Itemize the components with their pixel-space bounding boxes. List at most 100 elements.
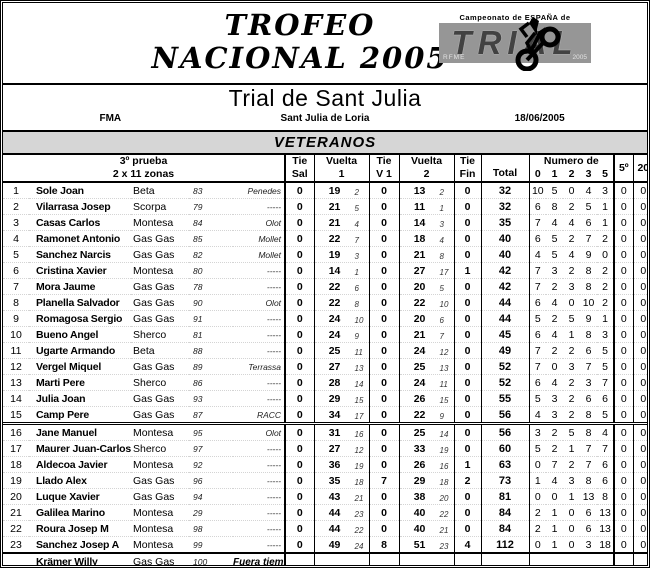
n5-cell: 3 bbox=[602, 184, 608, 197]
c20-cell: 0 bbox=[632, 504, 647, 521]
tie-sal-cell: 0 bbox=[284, 488, 315, 505]
tie-sal-cell: 0 bbox=[284, 504, 315, 521]
vuelta2-rank: 18 bbox=[439, 477, 449, 487]
c5-cell: 0 bbox=[613, 342, 634, 359]
total-cell: 45 bbox=[480, 326, 530, 343]
event-location: Sant Julia de Loria bbox=[280, 113, 370, 124]
vuelta1-rank: 13 bbox=[354, 363, 364, 373]
n5-cell: 18 bbox=[597, 536, 615, 553]
vuelta2-score: 20 bbox=[413, 312, 426, 325]
rider-name-cell: Mora Jaume bbox=[29, 278, 131, 295]
tie-v1-cell: 0 bbox=[368, 342, 400, 359]
club-cell: Penedes bbox=[247, 185, 282, 196]
tie-v1-cell: 0 bbox=[368, 520, 400, 537]
rider-name-cell: Maurer Juan-Carlos bbox=[29, 440, 131, 457]
vuelta1-rank: 22 bbox=[354, 525, 364, 535]
n1-cell: 5 bbox=[546, 230, 564, 247]
vuelta1-cell: 28 14 bbox=[313, 374, 370, 391]
position-cell bbox=[3, 552, 29, 565]
table-row: 22 Roura Josep M Montesa 98 ----- 0 44 2… bbox=[3, 520, 647, 537]
c20-cell: 0 bbox=[632, 326, 647, 343]
header-vuelta1: Vuelta 1 bbox=[313, 155, 370, 182]
c5-cell: 0 bbox=[613, 214, 634, 231]
vuelta2-score: 20 bbox=[413, 280, 426, 293]
vuelta2-rank: 14 bbox=[439, 429, 449, 439]
c20-cell: 0 bbox=[632, 294, 647, 311]
tie-fin-cell: 0 bbox=[453, 520, 482, 537]
out-of-time-note: Fuera tiempo bbox=[233, 552, 286, 565]
vuelta1-cell: 49 24 bbox=[313, 536, 370, 553]
rider-name-cell: Marti Pere bbox=[29, 374, 131, 391]
prueba-line2: 2 x 11 zonas bbox=[112, 168, 175, 180]
n2-cell: 2 bbox=[563, 262, 581, 279]
n5-cell: 2 bbox=[597, 262, 615, 279]
rider-name-cell: Sole Joan bbox=[36, 184, 84, 197]
position-cell: 3 bbox=[3, 214, 29, 231]
n1-cell: 3 bbox=[546, 262, 564, 279]
tie-fin-cell: 1 bbox=[453, 456, 482, 473]
total-cell: 32 bbox=[480, 182, 530, 199]
event-meta: FMA Sant Julia de Loria 18/06/2005 bbox=[3, 112, 647, 126]
bike-brand-cell: Gas Gas bbox=[131, 246, 189, 263]
header-n1: 1 bbox=[551, 168, 558, 181]
tie-v1-cell: 0 bbox=[368, 182, 400, 199]
vuelta1-score: 44 bbox=[328, 506, 341, 519]
n1-cell bbox=[546, 552, 564, 565]
vuelta2-score: 38 bbox=[413, 490, 426, 503]
vuelta2-score: 11 bbox=[413, 200, 426, 213]
position-cell: 1 bbox=[13, 184, 19, 197]
tie-v1-cell: 0 bbox=[368, 406, 400, 424]
vuelta1-score: 35 bbox=[328, 474, 341, 487]
table-row: 11 Ugarte Armando Beta 88 ----- 0 25 11 … bbox=[3, 342, 647, 359]
logo-rfme-text: RFME bbox=[443, 54, 466, 61]
header-tie-v1-line2: V 1 bbox=[376, 168, 392, 180]
table-row: 12 Vergel Miquel Gas Gas 89 Terrassa 0 2… bbox=[3, 358, 647, 375]
vuelta2-rank: 17 bbox=[439, 267, 449, 277]
vuelta1-score: 44 bbox=[328, 522, 341, 535]
total-cell: 52 bbox=[480, 358, 530, 375]
n1-cell: 8 bbox=[546, 198, 564, 215]
n5-cell: 7 bbox=[597, 440, 615, 457]
vuelta2-cell: 24 11 bbox=[398, 374, 455, 391]
n5-cell bbox=[597, 552, 615, 565]
vuelta2-score: 26 bbox=[413, 458, 426, 471]
rider-name-cell: Sanchez Josep A bbox=[29, 536, 131, 553]
n1-cell: 3 bbox=[546, 390, 564, 407]
club-cell: ----- bbox=[233, 472, 286, 489]
total-cell: 73 bbox=[480, 472, 530, 489]
n1-cell: 2 bbox=[546, 422, 564, 441]
n5-cell: 13 bbox=[597, 520, 615, 537]
c20-cell: 0 bbox=[632, 358, 647, 375]
tie-fin-cell: 0 bbox=[453, 488, 482, 505]
vuelta2-rank: 16 bbox=[439, 461, 449, 471]
tie-fin-cell: 0 bbox=[453, 406, 482, 424]
results-body: 1 Sole Joan Beta 83 Penedes 0 19 2 0 13 … bbox=[3, 182, 647, 553]
vuelta1-cell: 21 4 bbox=[313, 214, 370, 231]
n2-cell: 2 bbox=[563, 198, 581, 215]
n2-cell: 0 bbox=[568, 184, 575, 197]
n3-cell: 6 bbox=[580, 390, 598, 407]
club-cell: Olot bbox=[233, 294, 286, 311]
position-cell: 12 bbox=[3, 358, 29, 375]
total-cell: 32 bbox=[480, 198, 530, 215]
c20-cell: 0 bbox=[632, 310, 647, 327]
vuelta1-score: 29 bbox=[328, 392, 341, 405]
n1-cell: 5 bbox=[546, 246, 564, 263]
logo-plate: TRIAL RFME 2005 bbox=[439, 17, 591, 71]
c5-cell: 0 bbox=[613, 440, 634, 457]
vuelta2-score: 51 bbox=[413, 538, 426, 551]
rider-number-cell: 91 bbox=[189, 310, 233, 327]
n3-cell: 10 bbox=[580, 294, 598, 311]
c5-cell: 0 bbox=[613, 182, 634, 199]
prueba-line1: 3º prueba bbox=[119, 155, 168, 167]
n5-cell: 7 bbox=[597, 374, 615, 391]
vuelta1-cell: 21 5 bbox=[313, 198, 370, 215]
vuelta1-cell bbox=[313, 552, 370, 565]
n3-cell bbox=[580, 552, 598, 565]
vuelta1-cell: 44 23 bbox=[313, 504, 370, 521]
n0-cell: 7 bbox=[528, 262, 547, 279]
vuelta1-score: 27 bbox=[328, 360, 341, 373]
vuelta2-rank: 15 bbox=[439, 395, 449, 405]
header-col-5: 5º bbox=[613, 155, 634, 182]
